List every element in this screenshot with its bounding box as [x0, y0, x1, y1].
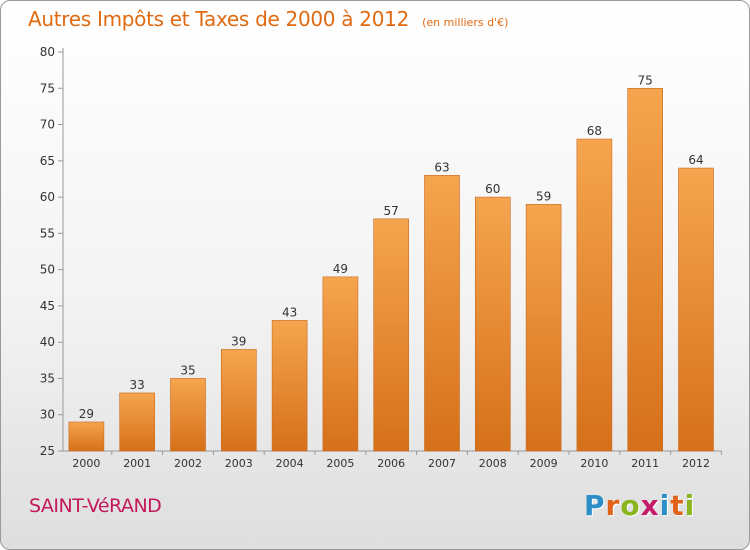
y-tick-label: 65 [40, 154, 55, 168]
bar-2003 [221, 349, 257, 452]
x-tick-label-2000: 2000 [72, 457, 100, 470]
chart-bars [68, 87, 714, 452]
x-tick-label-2008: 2008 [479, 457, 507, 470]
bar-2000 [68, 421, 105, 452]
data-label-2009: 59 [536, 189, 551, 203]
y-tick-label: 45 [40, 299, 55, 313]
chart-data-labels: 29 33 35 39 43 49 57 63 60 59 68 75 64 [79, 73, 704, 421]
data-label-2003: 39 [231, 334, 246, 348]
data-label-2004: 43 [282, 305, 297, 319]
y-tick-label: 60 [40, 190, 55, 204]
bar-2007 [424, 175, 460, 452]
logo-letter: r [605, 489, 621, 522]
bar-2002 [170, 378, 206, 452]
bar-2011 [627, 87, 664, 452]
x-tick-label-2005: 2005 [326, 457, 354, 470]
y-tick-label: 35 [40, 371, 55, 385]
chart-axes: 25 30 35 40 45 50 55 60 65 70 75 80 2000 2001 2002 2003… [40, 45, 722, 470]
logo-letter: t [670, 489, 685, 522]
y-tick-label: 25 [40, 444, 55, 458]
bar-2012 [678, 167, 714, 452]
data-label-2005: 49 [333, 262, 348, 276]
x-tick-label-2004: 2004 [276, 457, 304, 470]
x-tick-label-2007: 2007 [428, 457, 456, 470]
bar-2006 [373, 218, 410, 452]
y-tick-label: 75 [40, 81, 55, 95]
bar-2004 [271, 320, 308, 452]
data-label-2001: 33 [130, 378, 145, 392]
bar-2005 [322, 276, 359, 452]
data-label-2007: 63 [434, 160, 449, 174]
data-label-2011: 75 [638, 73, 653, 87]
bar-2009 [525, 204, 562, 452]
data-label-2000: 29 [79, 407, 94, 421]
logo-letter: i [684, 489, 696, 522]
proxiti-logo: Proxiti [584, 489, 695, 522]
x-tick-label-2010: 2010 [580, 457, 608, 470]
data-label-2006: 57 [384, 204, 399, 218]
y-tick-label: 55 [40, 226, 55, 240]
chart-title-row: Autres Impôts et Taxes de 2000 à 2012 (e… [28, 7, 508, 31]
x-tick-label-2002: 2002 [174, 457, 202, 470]
x-tick-label-2012: 2012 [682, 457, 710, 470]
y-tick-label: 50 [40, 263, 55, 277]
x-tick-label-2009: 2009 [530, 457, 558, 470]
logo-letter: x [640, 489, 660, 522]
y-tick-label: 70 [40, 118, 55, 132]
bar-2001 [119, 392, 155, 452]
chart-unit: (en milliers d'€) [422, 16, 509, 29]
data-label-2002: 35 [180, 363, 195, 377]
x-tick-label-2006: 2006 [377, 457, 405, 470]
x-tick-label-2003: 2003 [225, 457, 253, 470]
y-tick-label: 80 [40, 45, 55, 59]
y-tick-label: 30 [40, 408, 55, 422]
x-tick-label-2011: 2011 [631, 457, 659, 470]
logo-letter: o [620, 489, 641, 522]
data-label-2010: 68 [587, 124, 602, 138]
logo-letter: P [584, 489, 606, 522]
logo-letter: i [659, 489, 671, 522]
chart-title: Autres Impôts et Taxes de 2000 à 2012 [28, 7, 409, 31]
data-label-2012: 64 [688, 153, 703, 167]
bar-2008 [474, 196, 511, 452]
y-tick-label: 40 [40, 335, 55, 349]
bar-2010 [576, 138, 613, 452]
x-tick-label-2001: 2001 [123, 457, 151, 470]
commune-name: SAINT-VéRAND [29, 495, 162, 517]
data-label-2008: 60 [485, 182, 500, 196]
